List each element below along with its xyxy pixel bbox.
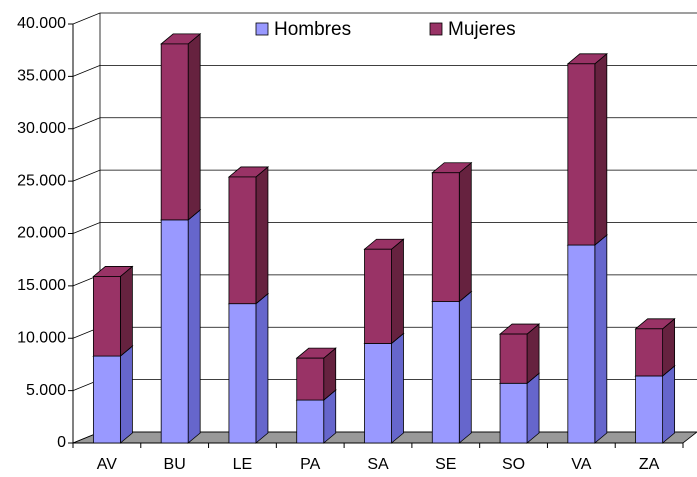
legend-swatch <box>255 22 269 36</box>
bar <box>364 248 392 344</box>
x-tick-label: SE <box>435 456 456 473</box>
bar-side <box>187 33 201 221</box>
grid-line <box>72 222 697 234</box>
bar-side <box>458 161 472 303</box>
x-tick-label: SA <box>367 456 389 473</box>
bar-side <box>391 332 404 444</box>
bar <box>499 333 528 384</box>
bar-side <box>594 234 608 444</box>
x-tick-label: ZA <box>639 456 660 473</box>
x-tick-label: PA <box>300 456 320 473</box>
x-tick-label: VA <box>571 456 591 473</box>
bar <box>635 328 664 377</box>
bar-side <box>391 238 404 345</box>
bar-side <box>187 209 201 444</box>
grid-line <box>72 117 697 130</box>
grid-line <box>72 64 697 77</box>
bar-side <box>594 52 608 246</box>
x-tick-label: LE <box>233 456 253 473</box>
y-tick-label: 25.000 <box>17 172 66 189</box>
bar <box>296 399 325 444</box>
bar <box>160 43 189 221</box>
legend-swatch <box>429 22 443 36</box>
x-tick-label: SO <box>502 456 525 473</box>
x-tick-label: BU <box>164 456 186 473</box>
bar <box>499 382 528 444</box>
y-tick-label: 10.000 <box>17 329 66 346</box>
bar <box>635 375 664 444</box>
y-tick-label: 5.000 <box>26 382 66 399</box>
bar <box>228 303 257 444</box>
y-tick-label: 20.000 <box>17 225 66 242</box>
bar-side <box>255 292 269 444</box>
bar-side <box>662 365 676 444</box>
bar <box>567 63 596 246</box>
bar <box>296 357 325 401</box>
grid-line <box>72 169 697 182</box>
bar <box>92 276 121 357</box>
grid-line <box>72 12 697 25</box>
bar <box>431 172 460 302</box>
y-tick-label: 0 <box>57 434 66 451</box>
legend-label: Hombres <box>274 19 351 40</box>
bar-side <box>526 372 540 444</box>
bar-side <box>458 290 472 444</box>
bar <box>567 244 596 444</box>
x-tick-label: AV <box>97 456 117 473</box>
bar <box>92 355 121 444</box>
bar <box>228 176 257 305</box>
bar <box>364 343 392 444</box>
bar-side <box>119 345 133 444</box>
y-tick-label: 30.000 <box>17 120 66 137</box>
y-tick-label: 40.000 <box>17 15 66 32</box>
y-tick-label: 15.000 <box>17 277 66 294</box>
bar <box>431 301 460 444</box>
legend-label: Mujeres <box>448 19 516 40</box>
bar-side <box>119 265 133 357</box>
bar-side <box>255 166 269 305</box>
y-tick-label: 35.000 <box>17 68 66 85</box>
bar <box>160 219 189 444</box>
